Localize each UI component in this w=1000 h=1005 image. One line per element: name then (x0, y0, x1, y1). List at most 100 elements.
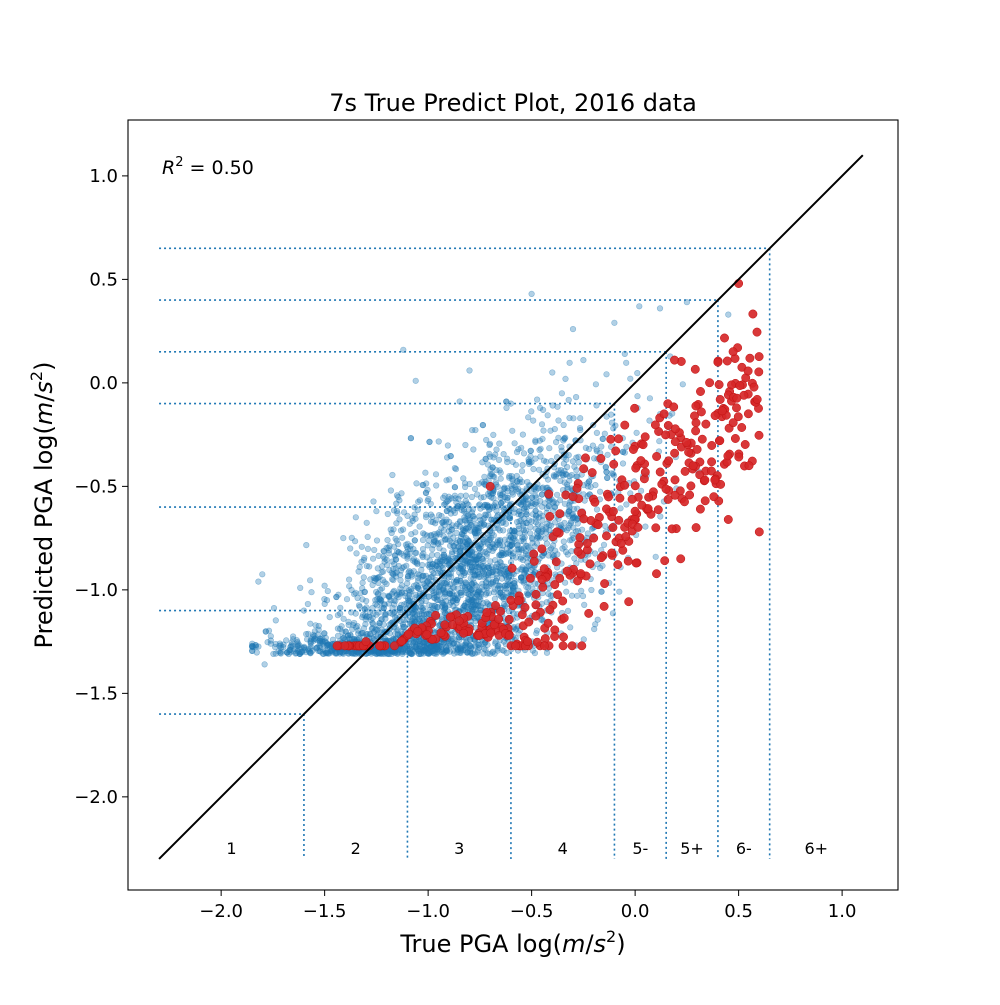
blue-point (394, 650, 401, 657)
blue-point (449, 598, 457, 605)
blue-point (380, 621, 387, 628)
blue-point (496, 582, 503, 589)
blue-point (507, 551, 514, 558)
blue-point (442, 518, 450, 525)
blue-point (550, 472, 557, 479)
blue-point (442, 647, 450, 654)
blue-point (418, 638, 426, 646)
blue-point (348, 650, 355, 657)
blue-point (468, 580, 475, 587)
blue-point (487, 503, 494, 510)
blue-point (515, 630, 522, 637)
red-point (670, 355, 679, 365)
blue-point (563, 463, 571, 471)
red-point (550, 632, 560, 641)
blue-point (385, 592, 392, 600)
blue-point (429, 567, 436, 574)
blue-point (566, 359, 573, 366)
blue-point (425, 561, 432, 569)
blue-point (485, 583, 492, 590)
red-point (660, 556, 670, 566)
blue-point (539, 512, 546, 519)
blue-point (496, 568, 503, 575)
red-point (575, 533, 585, 543)
blue-point (476, 513, 483, 520)
red-point (723, 515, 733, 524)
blue-point (436, 583, 443, 590)
blue-point (498, 575, 506, 582)
blue-point (390, 526, 397, 533)
blue-point (482, 548, 489, 556)
blue-point (481, 640, 488, 647)
blue-point (294, 640, 301, 647)
blue-point (598, 588, 605, 595)
blue-point (380, 548, 388, 555)
blue-point (395, 562, 402, 570)
blue-point (420, 646, 428, 654)
blue-point (513, 472, 520, 480)
blue-point (524, 591, 531, 598)
red-point (375, 641, 385, 651)
blue-point (393, 507, 401, 515)
blue-point (294, 647, 301, 655)
blue-point (512, 461, 520, 468)
blue-point (393, 520, 400, 527)
x-tick-label: 0.0 (621, 901, 650, 922)
blue-point (514, 478, 521, 485)
blue-point (280, 643, 287, 651)
blue-point (310, 637, 317, 644)
blue-point (497, 589, 504, 597)
blue-point (340, 634, 347, 641)
blue-point (496, 552, 503, 559)
blue-point (483, 584, 491, 591)
blue-point (474, 563, 481, 571)
blue-point (520, 545, 527, 552)
red-point (691, 523, 701, 533)
intensity-label: 5- (632, 839, 648, 858)
blue-point (539, 406, 547, 414)
blue-point (424, 497, 431, 505)
blue-point (514, 478, 521, 485)
red-point (669, 402, 679, 412)
blue-point (489, 530, 496, 537)
blue-point (433, 645, 440, 652)
blue-point (481, 573, 488, 581)
blue-point (610, 472, 618, 479)
blue-point (479, 522, 486, 529)
blue-point (468, 603, 475, 610)
blue-point (333, 593, 340, 601)
blue-point (459, 537, 466, 544)
blue-point (492, 499, 499, 507)
blue-point (473, 524, 480, 531)
x-tick-label: −0.5 (510, 901, 554, 922)
blue-point (312, 635, 319, 642)
blue-point (458, 591, 465, 599)
blue-point (520, 579, 527, 586)
blue-point (467, 636, 474, 643)
blue-point (355, 630, 362, 637)
blue-point (396, 604, 403, 612)
blue-point (589, 442, 597, 449)
blue-point (453, 529, 460, 537)
blue-point (447, 642, 454, 649)
blue-point (528, 488, 535, 495)
blue-point (477, 540, 485, 548)
x-tick-label: −2.0 (199, 901, 243, 922)
blue-point (457, 647, 465, 655)
blue-point (580, 491, 587, 498)
blue-point (392, 556, 399, 563)
red-point (730, 434, 740, 443)
blue-point (296, 642, 303, 649)
blue-point (518, 511, 525, 519)
blue-point (523, 511, 530, 518)
blue-point (499, 490, 507, 497)
blue-point (459, 604, 466, 611)
red-point (696, 387, 705, 396)
blue-point (403, 600, 411, 607)
red-point (511, 641, 521, 651)
blue-point (501, 585, 508, 592)
blue-point (464, 541, 471, 548)
blue-point (412, 644, 419, 651)
blue-point (487, 569, 495, 576)
blue-point (528, 567, 535, 574)
